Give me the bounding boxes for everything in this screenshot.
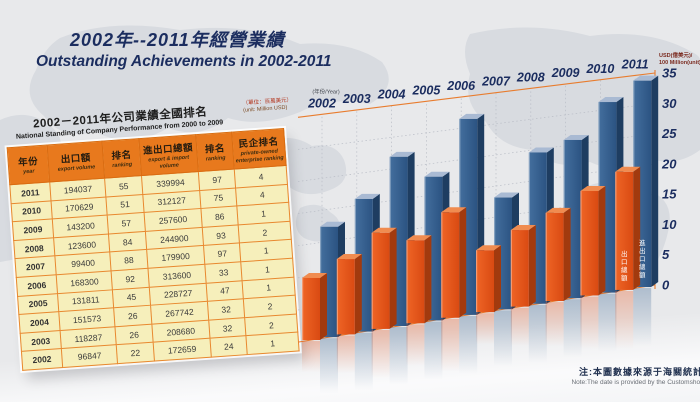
- page-title-zh: 2002年--2011年經營業績: [70, 30, 285, 50]
- column-header: 民企排名 private-owned enterprise ranking: [231, 128, 287, 170]
- column-header: 排名 ranking: [195, 132, 235, 172]
- year-label: 2009: [551, 66, 580, 80]
- bar-series-label-char: 額: [639, 270, 646, 279]
- bar-series-label-char: 口: [621, 258, 628, 266]
- column-header: 出口額 export volume: [47, 141, 106, 182]
- bar-series-label-char: 出: [621, 249, 628, 258]
- year-label: 2002: [307, 96, 336, 110]
- y-tick-label: 35: [662, 66, 677, 81]
- bar-series-label-char: 額: [621, 273, 628, 282]
- y-tick-label: 10: [662, 217, 677, 232]
- column-header: 年份 year: [7, 145, 50, 185]
- page-title-en: Outstanding Achievements in 2002-2011: [36, 53, 332, 70]
- y-tick-label: 15: [662, 187, 677, 202]
- x-axis-label: (年份/Year): [312, 87, 339, 95]
- bar-series-label-char: 進: [639, 238, 646, 247]
- value-cell: 22: [116, 342, 155, 364]
- page-title: 2002年--2011年經營業績 Outstanding Achievement…: [36, 26, 331, 71]
- year-label: 2005: [411, 83, 441, 97]
- bar-chart: 0 5 10 15 20 25 30 35 USD(億美元)/100 Million(unit)…: [297, 51, 700, 394]
- y-tick-label: 5: [662, 247, 670, 262]
- column-header: 排名 ranking: [102, 138, 142, 179]
- source-note-en: Note:The date is provided by the Customs…: [571, 379, 700, 386]
- year-label: 2006: [446, 79, 476, 93]
- year-label: 2011: [621, 57, 649, 71]
- bar-series-label-char: 出: [639, 246, 646, 255]
- year-cell: 2002: [21, 348, 63, 371]
- performance-table: 年份 year 出口額 export volume 排名 ranking 進出口總額 expo…: [6, 127, 300, 371]
- year-label: 2010: [585, 62, 614, 76]
- bar-series-label-char: 總: [621, 265, 628, 274]
- bar-series-label-char: 總: [639, 262, 646, 271]
- y-tick-label: 0: [662, 278, 670, 293]
- y-axis-unit-line1: USD(億美元)/: [659, 51, 693, 59]
- y-tick-label: 20: [661, 156, 677, 171]
- y-axis-unit-line2: 100 Million(unit): [659, 60, 700, 66]
- y-tick-label: 30: [662, 96, 677, 111]
- y-tick-label: 25: [661, 126, 677, 141]
- value-cell: 172659: [152, 338, 212, 362]
- year-label: 2003: [342, 92, 371, 106]
- year-label: 2004: [377, 88, 406, 102]
- source-note-zh: 注:本圖數據來源于海關統計: [579, 367, 700, 377]
- year-label: 2008: [516, 70, 545, 84]
- year-label: 2007: [481, 75, 511, 89]
- value-cell: 24: [210, 335, 248, 358]
- column-header: 進出口總額 export & import volume: [138, 134, 199, 176]
- value-cell: 96847: [61, 345, 119, 368]
- bar-series-label-char: 口: [639, 255, 646, 263]
- performance-table-panel: 2002－2011年公司業績全國排名 National Standing of …: [5, 97, 312, 371]
- source-note: 注:本圖數據來源于海關統計 Note:The date is provided …: [568, 365, 700, 386]
